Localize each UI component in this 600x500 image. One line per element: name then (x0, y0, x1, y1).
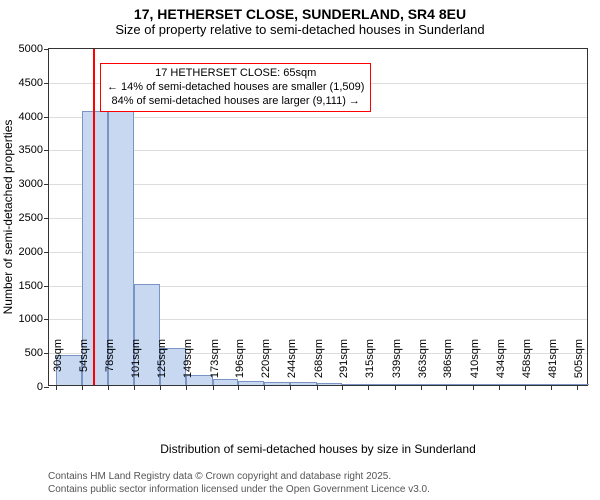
x-tick-label: 101sqm (130, 339, 142, 389)
x-tick-label: 196sqm (234, 339, 246, 389)
y-tick-label: 0 (37, 381, 43, 393)
y-tick-mark (44, 252, 49, 253)
x-tick-label: 481sqm (547, 339, 559, 389)
chart-footer: Contains HM Land Registry data © Crown c… (48, 470, 430, 496)
x-tick-label: 505sqm (573, 339, 585, 389)
annotation-box: 17 HETHERSET CLOSE: 65sqm← 14% of semi-d… (100, 63, 371, 112)
annotation-line: 17 HETHERSET CLOSE: 65sqm (107, 66, 364, 80)
x-tick-label: 125sqm (156, 339, 168, 389)
y-axis-label: Number of semi-detached properties (1, 48, 15, 386)
x-tick-label: 458sqm (521, 339, 533, 389)
y-tick-label: 2000 (19, 246, 43, 258)
y-tick-mark (44, 83, 49, 84)
y-tick-mark (44, 150, 49, 151)
y-tick-mark (44, 353, 49, 354)
x-axis-label: Distribution of semi-detached houses by … (48, 442, 588, 456)
x-tick-label: 244sqm (286, 339, 298, 389)
footer-line-1: Contains HM Land Registry data © Crown c… (48, 470, 430, 483)
annotation-line: ← 14% of semi-detached houses are smalle… (107, 80, 364, 94)
chart-title: 17, HETHERSET CLOSE, SUNDERLAND, SR4 8EU (0, 0, 600, 22)
y-tick-label: 4500 (19, 77, 43, 89)
chart-plot-area: 0500100015002000250030003500400045005000… (48, 48, 588, 386)
x-tick-label: 410sqm (469, 339, 481, 389)
x-tick-label: 78sqm (104, 339, 116, 389)
marker-line (93, 49, 95, 385)
x-tick-label: 386sqm (442, 339, 454, 389)
y-tick-label: 3500 (19, 144, 43, 156)
x-tick-label: 339sqm (391, 339, 403, 389)
y-tick-mark (44, 286, 49, 287)
x-tick-label: 291sqm (338, 339, 350, 389)
x-tick-label: 54sqm (78, 339, 90, 389)
y-tick-label: 4000 (19, 111, 43, 123)
annotation-line: 84% of semi-detached houses are larger (… (107, 94, 364, 108)
footer-line-2: Contains public sector information licen… (48, 483, 430, 496)
y-tick-label: 1000 (19, 313, 43, 325)
chart-subtitle: Size of property relative to semi-detach… (0, 22, 600, 41)
y-tick-label: 3000 (19, 178, 43, 190)
x-tick-label: 434sqm (495, 339, 507, 389)
y-tick-label: 5000 (19, 43, 43, 55)
y-tick-mark (44, 218, 49, 219)
y-tick-mark (44, 117, 49, 118)
x-tick-label: 268sqm (313, 339, 325, 389)
x-tick-label: 173sqm (209, 339, 221, 389)
y-tick-mark (44, 387, 49, 388)
x-tick-label: 30sqm (52, 339, 64, 389)
x-tick-label: 149sqm (182, 339, 194, 389)
x-tick-label: 220sqm (260, 339, 272, 389)
y-tick-mark (44, 319, 49, 320)
y-tick-label: 500 (25, 347, 43, 359)
y-tick-label: 2500 (19, 212, 43, 224)
y-tick-mark (44, 184, 49, 185)
y-tick-label: 1500 (19, 280, 43, 292)
y-tick-mark (44, 49, 49, 50)
x-tick-label: 315sqm (364, 339, 376, 389)
x-tick-label: 363sqm (417, 339, 429, 389)
